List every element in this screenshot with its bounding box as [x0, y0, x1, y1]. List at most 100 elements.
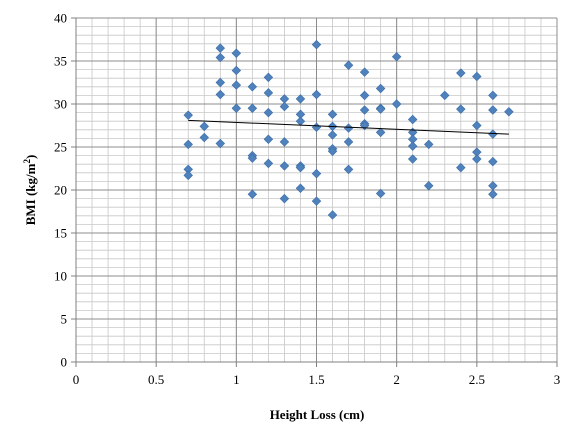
- data-point: [311, 168, 322, 179]
- y-tick-label: 15: [54, 226, 67, 241]
- data-point: [311, 196, 322, 206]
- trendline: [188, 119, 509, 135]
- data-point: [359, 105, 370, 115]
- data-point: [263, 107, 274, 118]
- y-tick-label: 25: [54, 140, 67, 155]
- x-tick-labels: 0 0.5 1 1.5 2 2.5 3: [73, 372, 561, 387]
- y-axis-title-close: ): [23, 155, 38, 159]
- data-point: [391, 51, 402, 62]
- data-point: [247, 82, 258, 92]
- data-point: [375, 188, 386, 199]
- x-tick-label: 0.5: [148, 372, 164, 387]
- data-point: [231, 103, 242, 114]
- x-tick-label: 2: [393, 372, 400, 387]
- data-point: [311, 39, 322, 50]
- data-point: [407, 141, 418, 151]
- data-point: [440, 90, 450, 101]
- y-axis-title: BMI (kg/m2): [22, 155, 38, 226]
- data-point: [456, 104, 466, 114]
- data-point: [391, 99, 402, 109]
- data-point: [488, 129, 498, 139]
- data-point: [295, 183, 306, 194]
- axes: [71, 17, 558, 367]
- data-points: [183, 39, 514, 220]
- data-point: [407, 154, 418, 164]
- data-point: [231, 80, 242, 90]
- data-point: [279, 101, 290, 112]
- data-point: [343, 60, 354, 71]
- data-point: [472, 71, 482, 82]
- data-point: [183, 139, 193, 150]
- x-tick-label: 2.5: [469, 372, 485, 387]
- y-tick-label: 40: [54, 11, 67, 26]
- data-point: [183, 110, 193, 120]
- data-point: [263, 134, 274, 144]
- data-point: [215, 77, 226, 88]
- data-point: [215, 52, 226, 63]
- x-tick-label: 1: [233, 372, 240, 387]
- data-point: [504, 107, 514, 117]
- data-point: [311, 122, 322, 132]
- data-point: [231, 65, 242, 76]
- data-point: [279, 94, 290, 104]
- data-point: [263, 88, 274, 98]
- data-point: [343, 164, 354, 175]
- data-point: [456, 68, 466, 78]
- data-point: [343, 123, 354, 133]
- y-tick-label: 35: [54, 54, 67, 69]
- y-axis-title-superscript: 2: [22, 159, 32, 164]
- data-point: [231, 48, 242, 58]
- data-point: [279, 193, 290, 204]
- data-point: [472, 120, 482, 131]
- data-point: [488, 156, 498, 167]
- data-point: [199, 121, 209, 132]
- data-point: [375, 127, 386, 138]
- data-point: [215, 43, 226, 53]
- data-point: [327, 210, 338, 220]
- x-axis-title: Height Loss (cm): [270, 407, 365, 422]
- data-point: [327, 130, 338, 140]
- data-point: [488, 90, 498, 101]
- y-tick-label: 30: [54, 97, 67, 112]
- data-point: [472, 154, 482, 164]
- data-point: [279, 161, 290, 171]
- data-point: [295, 116, 306, 126]
- x-tick-label: 0: [73, 372, 80, 387]
- data-point: [199, 132, 209, 143]
- data-point: [263, 158, 274, 169]
- data-point: [488, 105, 498, 115]
- y-tick-label: 20: [54, 183, 67, 198]
- data-point: [375, 104, 386, 114]
- data-point: [215, 89, 226, 100]
- data-point: [247, 153, 258, 163]
- trendline-group: [188, 119, 509, 135]
- data-point: [343, 137, 354, 147]
- data-point: [375, 83, 386, 94]
- x-tick-label: 3: [554, 372, 561, 387]
- data-point: [424, 139, 434, 150]
- data-point: [359, 90, 370, 101]
- data-point: [279, 137, 290, 147]
- data-point: [359, 67, 370, 77]
- data-point: [456, 162, 466, 173]
- data-point: [247, 189, 258, 200]
- data-point: [263, 72, 274, 83]
- y-tick-label: 10: [54, 269, 67, 284]
- data-point: [295, 162, 306, 173]
- data-point: [407, 114, 418, 125]
- data-point: [424, 180, 434, 191]
- data-point: [327, 109, 338, 120]
- data-point: [311, 89, 322, 100]
- data-point: [327, 146, 338, 157]
- y-tick-labels: 0 5 10 15 20 25 30 35 40: [54, 11, 67, 370]
- data-point: [247, 103, 258, 114]
- y-axis-title-main: BMI (kg/m: [23, 163, 38, 225]
- data-point: [488, 189, 498, 200]
- y-tick-label: 0: [61, 355, 68, 370]
- x-tick-label: 1.5: [308, 372, 324, 387]
- data-point: [488, 180, 498, 191]
- data-point: [183, 170, 193, 181]
- data-point: [295, 94, 306, 104]
